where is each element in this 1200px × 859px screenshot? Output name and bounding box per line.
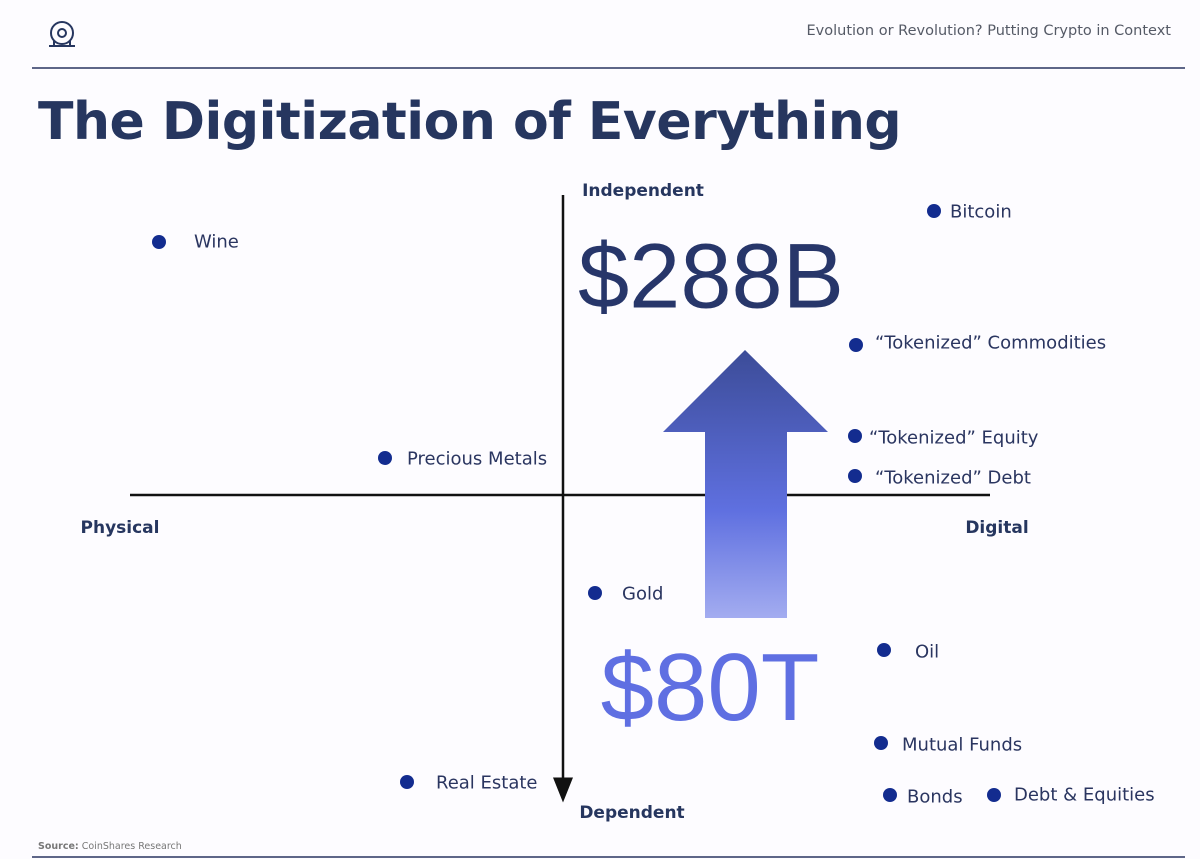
item-label: Real Estate — [436, 772, 538, 794]
logo — [49, 21, 75, 47]
item-label: Precious Metals — [407, 448, 548, 470]
slide-title: The Digitization of Everything — [38, 92, 902, 152]
item-dot — [588, 586, 602, 600]
item-dot — [877, 643, 891, 657]
source-label: Source: — [38, 841, 79, 852]
item-dot — [378, 451, 392, 465]
item-dot — [848, 469, 862, 483]
item-label: “Tokenized” Commodities — [875, 332, 1107, 354]
growth-arrow — [663, 350, 828, 618]
axis-label: Independent — [582, 181, 704, 201]
item-label: Mutual Funds — [902, 734, 1023, 756]
item-label: Oil — [915, 641, 940, 663]
item-dot — [874, 736, 888, 750]
item-dot — [883, 788, 897, 802]
item-label: Gold — [622, 583, 664, 605]
item-dot — [849, 338, 863, 352]
item-label: “Tokenized” Equity — [869, 427, 1039, 449]
item-label: “Tokenized” Debt — [875, 467, 1031, 489]
item-dot — [987, 788, 1001, 802]
axis-label: Dependent — [579, 803, 685, 823]
item-label: Wine — [194, 231, 239, 253]
lower-figure: $80T — [600, 634, 820, 741]
item-label: Debt & Equities — [1014, 784, 1155, 806]
item-dot — [400, 775, 414, 789]
item-dot — [927, 204, 941, 218]
item-dot — [848, 429, 862, 443]
axis-label: Physical — [80, 518, 160, 538]
source-text: CoinShares Research — [81, 841, 182, 852]
header-subtitle: Evolution or Revolution? Putting Crypto … — [806, 23, 1171, 39]
item-dot — [152, 235, 166, 249]
source: Source: CoinShares Research — [38, 841, 182, 852]
item-label: Bonds — [907, 786, 963, 808]
axis-label: Digital — [965, 518, 1029, 538]
item-label: Bitcoin — [950, 201, 1012, 223]
upper-figure: $288B — [577, 225, 845, 328]
